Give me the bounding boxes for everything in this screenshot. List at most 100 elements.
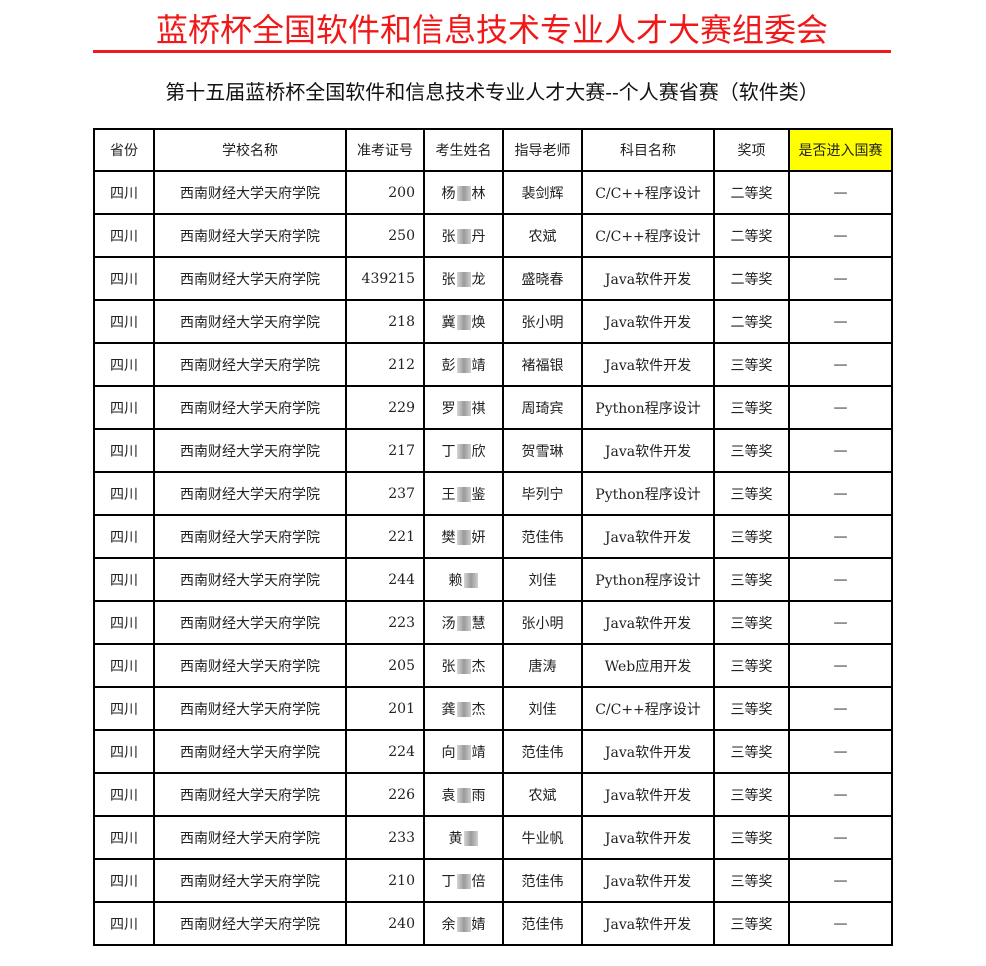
cell-subject: Web应用开发: [581, 643, 715, 688]
table-row: 四川 西南财经大学天府学院 439215 张龙盛晓春 Java软件开发 二等奖 —: [93, 256, 893, 301]
name-redaction-mask: [456, 788, 471, 803]
cell-province: 四川: [93, 428, 155, 473]
cell-national: —: [788, 729, 893, 774]
table-row: 四川 西南财经大学天府学院 217 丁欣贺雪琳 Java软件开发 三等奖 —: [93, 428, 893, 473]
cell-subject: C/C++程序设计: [581, 213, 715, 258]
name-redaction-mask: [456, 745, 471, 760]
header-award: 奖项: [713, 128, 790, 172]
table-row: 四川 西南财经大学天府学院 233 黄 牛业帆 Java软件开发 三等奖 —: [93, 815, 893, 860]
name-redaction-mask: [456, 315, 471, 330]
cell-teacher: 范佳伟: [502, 729, 583, 774]
name-surname: 樊: [441, 529, 456, 546]
organizer-title: 蓝桥杯全国软件和信息技术专业人才大赛组委会: [155, 11, 828, 49]
name-given: 慧: [471, 615, 486, 632]
table-row: 四川 西南财经大学天府学院 224 向靖范佳伟 Java软件开发 三等奖 —: [93, 729, 893, 774]
name-given: 妍: [471, 529, 486, 546]
cell-teacher: 盛晓春: [502, 256, 583, 301]
cell-exam-no: 201: [345, 686, 425, 731]
table-row: 四川 西南财经大学天府学院 205 张杰唐涛 Web应用开发 三等奖 —: [93, 643, 893, 688]
cell-exam-no: 217: [345, 428, 425, 473]
cell-school: 西南财经大学天府学院: [153, 858, 347, 903]
cell-school: 西南财经大学天府学院: [153, 342, 347, 387]
cell-teacher: 张小明: [502, 299, 583, 344]
cell-student-name: 冀焕: [423, 299, 504, 344]
table-row: 四川 西南财经大学天府学院 218 冀焕张小明 Java软件开发 二等奖 —: [93, 299, 893, 344]
cell-exam-no: 226: [345, 772, 425, 817]
cell-subject: Python程序设计: [581, 471, 715, 516]
cell-subject: C/C++程序设计: [581, 170, 715, 215]
cell-award: 三等奖: [713, 557, 790, 602]
cell-province: 四川: [93, 170, 155, 215]
cell-national: —: [788, 514, 893, 559]
name-surname: 张: [441, 228, 456, 245]
cell-teacher: 唐涛: [502, 643, 583, 688]
cell-national: —: [788, 858, 893, 903]
cell-award: 三等奖: [713, 729, 790, 774]
cell-award: 三等奖: [713, 471, 790, 516]
cell-exam-no: 439215: [345, 256, 425, 301]
cell-teacher: 刘佳: [502, 686, 583, 731]
header-row: 省份 学校名称 准考证号 考生姓名 指导老师 科目名称 奖项 是否进入国赛: [93, 128, 893, 172]
cell-school: 西南财经大学天府学院: [153, 170, 347, 215]
cell-student-name: 张杰: [423, 643, 504, 688]
cell-award: 二等奖: [713, 299, 790, 344]
name-redaction-mask: [456, 444, 471, 459]
cell-subject: Java软件开发: [581, 342, 715, 387]
cell-national: —: [788, 815, 893, 860]
name-redaction-mask: [456, 917, 471, 932]
table-row: 四川 西南财经大学天府学院 210 丁倍范佳伟 Java软件开发 三等奖 —: [93, 858, 893, 903]
name-redaction-mask: [456, 530, 471, 545]
cell-exam-no: 237: [345, 471, 425, 516]
name-given: 靖: [471, 744, 486, 761]
cell-national: —: [788, 643, 893, 688]
cell-teacher: 刘佳: [502, 557, 583, 602]
cell-province: 四川: [93, 815, 155, 860]
cell-province: 四川: [93, 772, 155, 817]
header-name: 考生姓名: [423, 128, 504, 172]
name-surname: 袁: [441, 787, 456, 804]
table-row: 四川 西南财经大学天府学院 223 汤慧张小明 Java软件开发 三等奖 —: [93, 600, 893, 645]
header-province: 省份: [93, 128, 155, 172]
cell-school: 西南财经大学天府学院: [153, 901, 347, 946]
cell-school: 西南财经大学天府学院: [153, 299, 347, 344]
cell-national: —: [788, 600, 893, 645]
cell-student-name: 罗祺: [423, 385, 504, 430]
name-surname: 冀: [441, 314, 456, 331]
cell-teacher: 毕列宁: [502, 471, 583, 516]
cell-province: 四川: [93, 471, 155, 516]
cell-subject: Java软件开发: [581, 729, 715, 774]
name-given: 龙: [471, 271, 486, 288]
cell-exam-no: 221: [345, 514, 425, 559]
cell-school: 西南财经大学天府学院: [153, 557, 347, 602]
cell-exam-no: 218: [345, 299, 425, 344]
name-redaction-mask: [463, 573, 478, 588]
cell-province: 四川: [93, 256, 155, 301]
cell-province: 四川: [93, 729, 155, 774]
cell-teacher: 褚福银: [502, 342, 583, 387]
cell-subject: Python程序设计: [581, 557, 715, 602]
cell-school: 西南财经大学天府学院: [153, 213, 347, 258]
cell-province: 四川: [93, 858, 155, 903]
cell-student-name: 杨林: [423, 170, 504, 215]
cell-national: —: [788, 686, 893, 731]
name-given: 倍: [471, 873, 486, 890]
table-row: 四川 西南财经大学天府学院 201 龚杰刘佳 C/C++程序设计 三等奖 —: [93, 686, 893, 731]
cell-student-name: 黄: [423, 815, 504, 860]
cell-subject: Java软件开发: [581, 299, 715, 344]
table-row: 四川 西南财经大学天府学院 237 王鉴毕列宁 Python程序设计 三等奖 —: [93, 471, 893, 516]
cell-national: —: [788, 772, 893, 817]
cell-student-name: 袁雨: [423, 772, 504, 817]
cell-national: —: [788, 299, 893, 344]
name-redaction-mask: [456, 272, 471, 287]
cell-exam-no: 212: [345, 342, 425, 387]
cell-exam-no: 200: [345, 170, 425, 215]
cell-award: 二等奖: [713, 170, 790, 215]
cell-province: 四川: [93, 901, 155, 946]
cell-school: 西南财经大学天府学院: [153, 686, 347, 731]
cell-subject: Java软件开发: [581, 428, 715, 473]
name-redaction-mask: [456, 401, 471, 416]
cell-student-name: 余婧: [423, 901, 504, 946]
name-redaction-mask: [456, 702, 471, 717]
name-given: 雨: [471, 787, 486, 804]
cell-national: —: [788, 256, 893, 301]
